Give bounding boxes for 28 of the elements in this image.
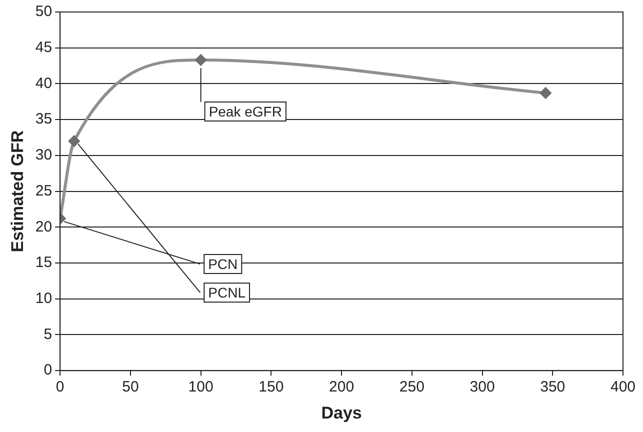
point	[195, 54, 206, 66]
y-tick-label: 0	[44, 362, 52, 379]
x-tick-label: 350	[540, 378, 566, 396]
y-axis-title: Estimated GFR	[8, 130, 27, 252]
x-tick-label: 300	[470, 378, 495, 396]
x-tick-label: 150	[258, 378, 284, 396]
annotation: PCN	[208, 256, 238, 272]
y-tick-label: 50	[35, 3, 52, 20]
x-tick-label: 50	[122, 378, 139, 396]
y-tick-label: 25	[35, 182, 52, 200]
y-tick-label: 20	[35, 218, 52, 236]
y-tick-label: 45	[35, 39, 52, 56]
point	[540, 88, 552, 99]
y-tick-label: 15	[35, 254, 52, 272]
y-tick-label: 10	[35, 290, 52, 308]
point	[68, 136, 80, 147]
y-tick-label: 5	[44, 326, 52, 343]
y-tick-label: 40	[35, 74, 52, 92]
x-tick-label: 200	[329, 378, 354, 396]
x-tick-label: 100	[188, 378, 214, 396]
x-tick-label: 0	[56, 378, 64, 396]
y-tick-label: 35	[35, 110, 52, 128]
annotation: Peak eGFR	[208, 103, 282, 120]
x-tick-label: 400	[610, 378, 636, 396]
x-axis-title: Days	[321, 403, 362, 422]
y-tick-label: 30	[35, 146, 52, 164]
annotation: PCNL	[208, 284, 246, 300]
x-tick-label: 250	[399, 378, 424, 396]
